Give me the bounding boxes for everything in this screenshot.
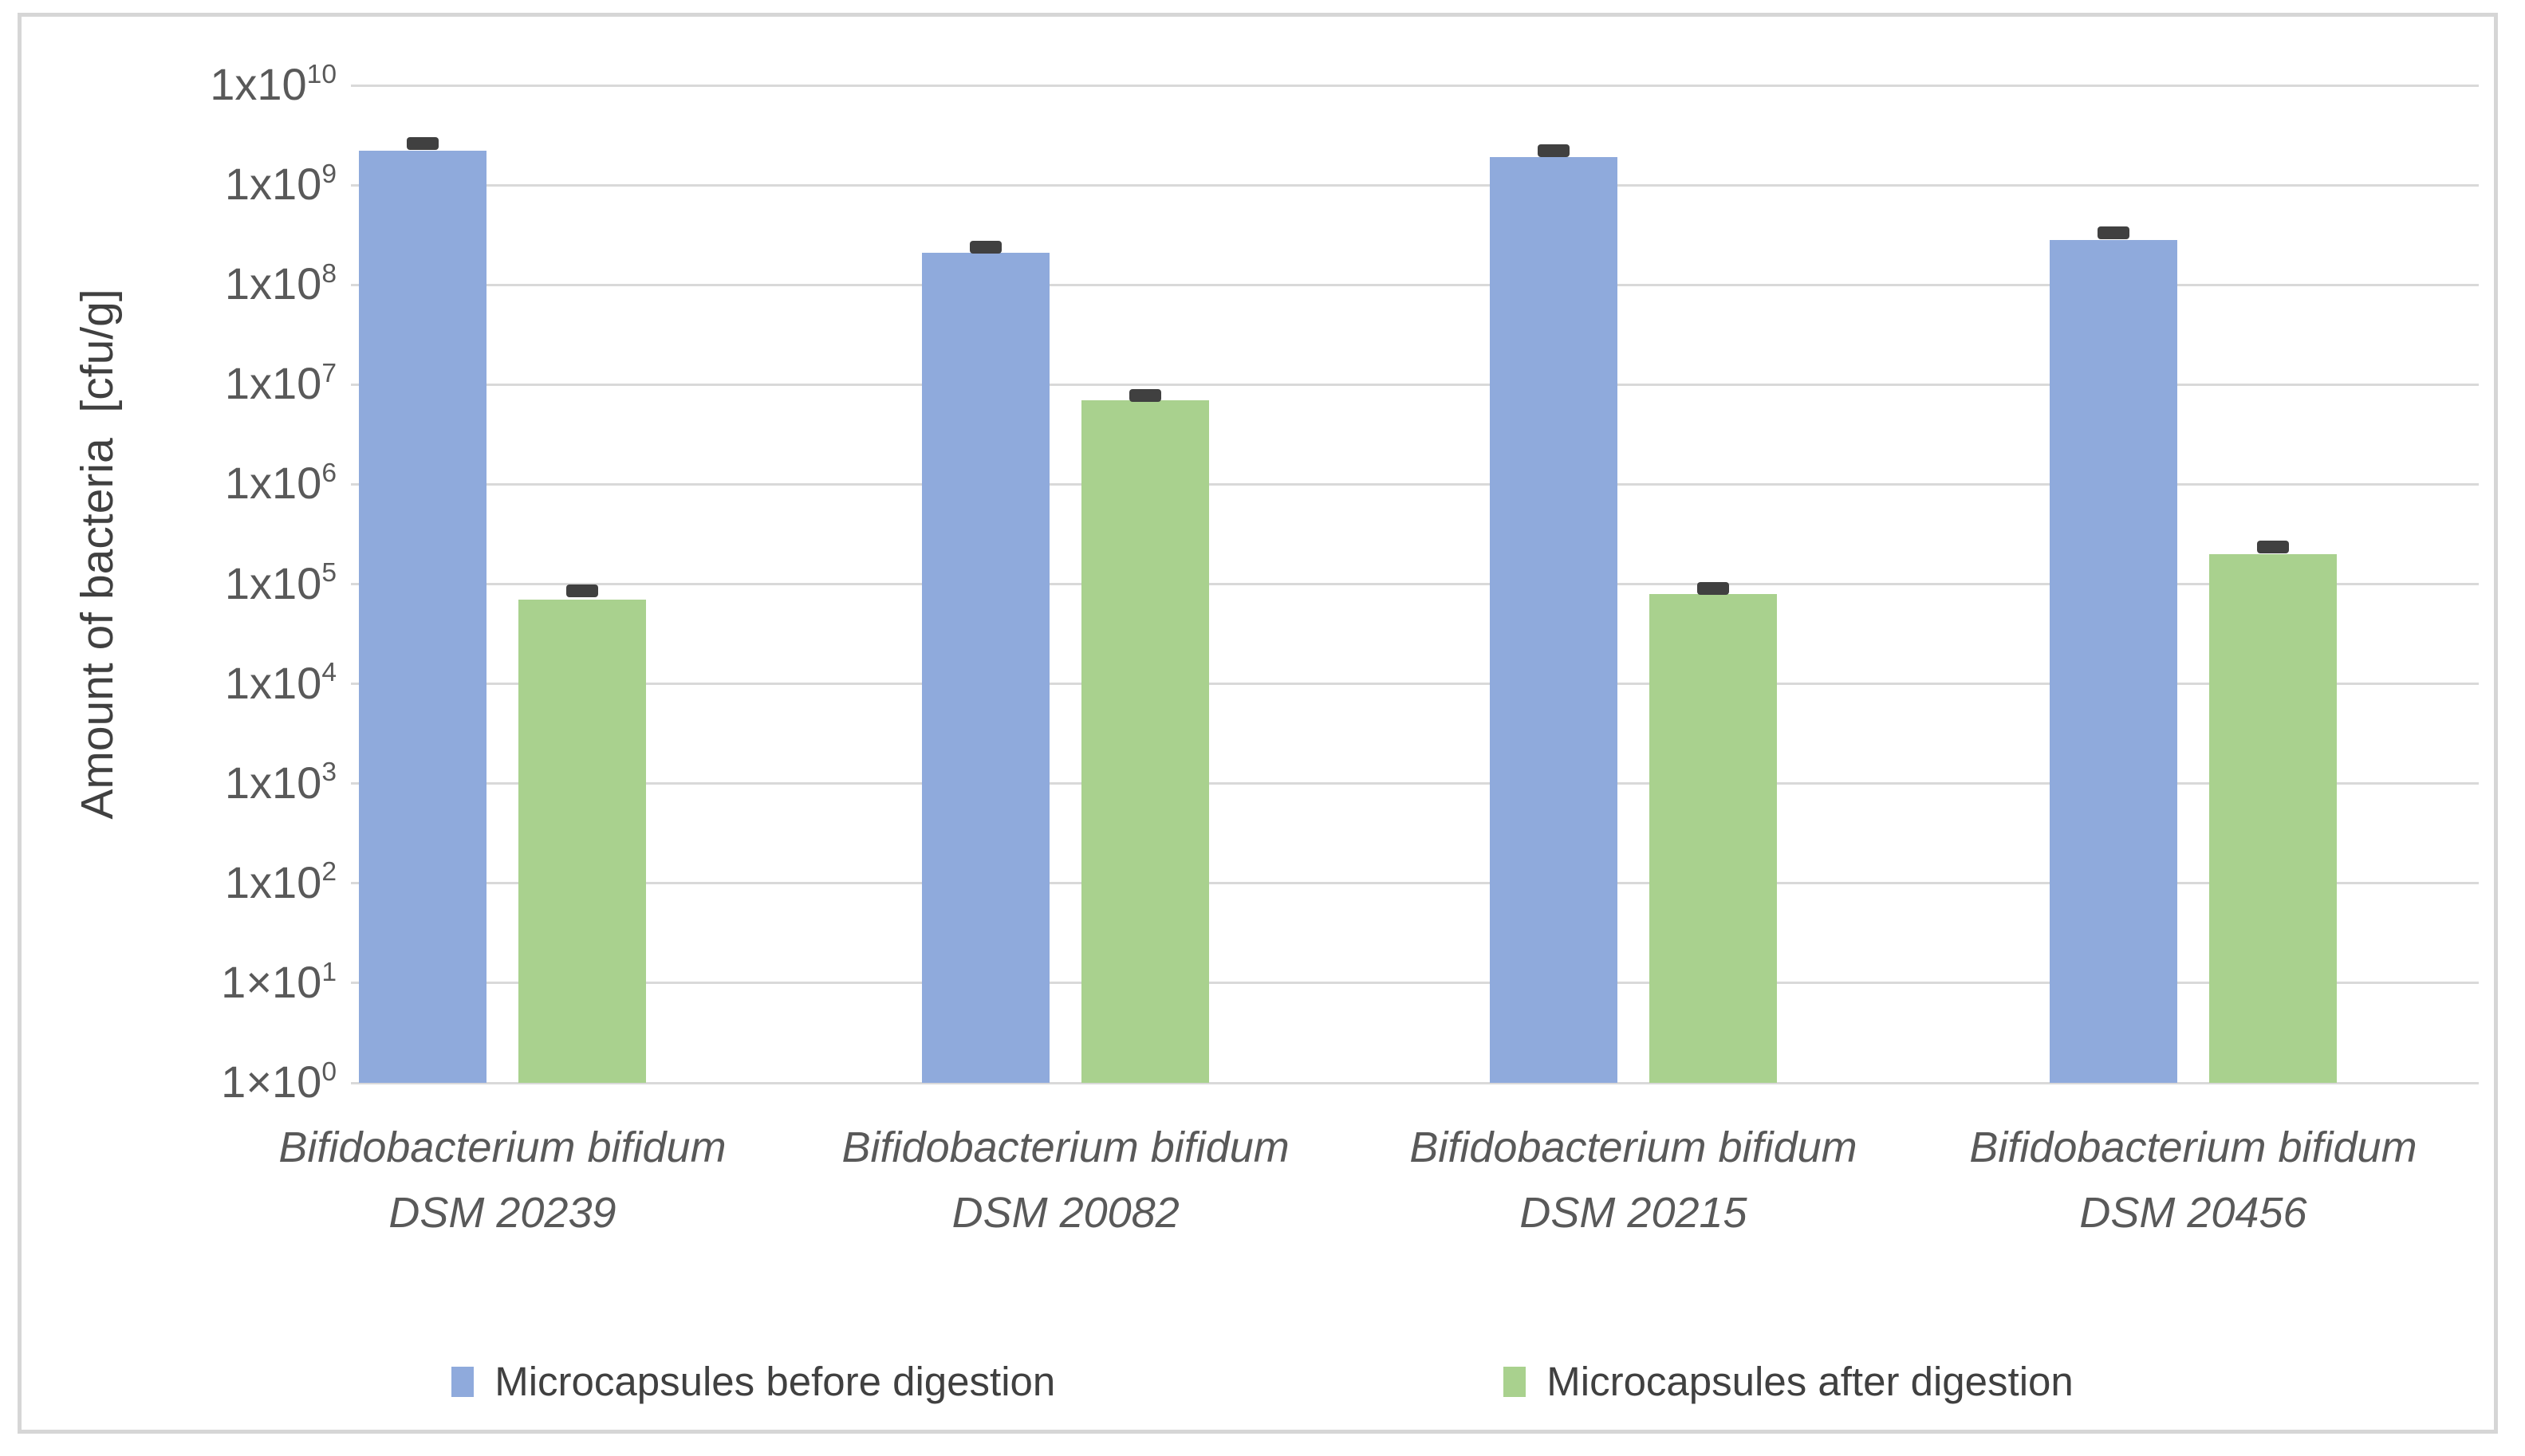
y-tick-label: 1×100 <box>221 1057 337 1108</box>
y-tick-label: 1x108 <box>224 258 337 309</box>
y-tick-label: 1x104 <box>224 657 337 708</box>
y-tick-label: 1x105 <box>224 557 337 608</box>
category-label-line2: DSM 20215 <box>1519 1189 1747 1238</box>
legend: Microcapsules before digestion Microcapsu… <box>0 1358 2525 1405</box>
y-tick-exponent: 3 <box>321 758 337 788</box>
error-bar-cap-before-4 <box>2097 226 2129 240</box>
gridline <box>351 782 2479 785</box>
category-label: Bifidobacterium bifidum DSM 20456 <box>1969 1115 2417 1245</box>
gridline <box>351 583 2479 585</box>
bar-before-4 <box>2049 240 2177 1083</box>
y-tick-exponent: 9 <box>321 159 337 189</box>
error-bar-cap-after-4 <box>2256 541 2289 554</box>
gridline <box>351 982 2479 985</box>
y-tick-exponent: 10 <box>306 59 337 89</box>
gridline <box>351 482 2479 486</box>
category-label: Bifidobacterium bifidum DSM 20239 <box>278 1115 726 1245</box>
y-axis-tick-labels: 1x1010 1x109 1x108 1x107 1x106 1x105 1x104 1x10… <box>0 59 340 1107</box>
y-tick-exponent: 7 <box>321 359 337 389</box>
error-bar-cap-after-2 <box>1129 388 1162 402</box>
gridline <box>351 283 2479 286</box>
y-tick-label: 1×101 <box>221 957 337 1008</box>
category-label-line1: Bifidobacterium bifidum <box>1969 1123 2417 1171</box>
legend-swatch-before <box>451 1366 475 1397</box>
category-label-line1: Bifidobacterium bifidum <box>278 1123 727 1171</box>
gridline <box>351 383 2479 386</box>
y-tick-label: 1x1010 <box>210 59 337 110</box>
y-tick-label: 1x106 <box>224 458 337 509</box>
y-tick-label: 1x102 <box>224 856 337 907</box>
gridline <box>351 683 2479 686</box>
legend-item-after: Microcapsules after digestion <box>1503 1358 2074 1405</box>
category-label-line1: Bifidobacterium bifidum <box>1409 1123 1857 1171</box>
legend-item-before: Microcapsules before digestion <box>451 1358 1055 1405</box>
error-bar-cap-before-2 <box>970 240 1003 254</box>
gridline <box>351 183 2479 187</box>
y-tick-exponent: 5 <box>321 558 337 588</box>
error-bar-cap-after-1 <box>565 584 598 598</box>
category-label-line2: DSM 20456 <box>2079 1189 2307 1238</box>
legend-label-before: Microcapsules before digestion <box>494 1359 1056 1404</box>
y-tick-label: 1x103 <box>224 757 337 808</box>
y-tick-exponent: 4 <box>321 658 337 688</box>
y-tick-exponent: 8 <box>321 259 337 289</box>
category-label-line2: DSM 20239 <box>388 1189 616 1238</box>
y-tick-exponent: 6 <box>321 458 337 489</box>
y-tick-label: 1x107 <box>224 358 337 409</box>
bar-after-1 <box>518 599 646 1083</box>
legend-swatch-after <box>1503 1366 1526 1397</box>
x-axis-category-labels: Bifidobacterium bifidum DSM 20239 Bifidoba… <box>278 1115 2479 1298</box>
error-bar-cap-before-3 <box>1538 144 1570 158</box>
legend-label-after: Microcapsules after digestion <box>1546 1359 2074 1404</box>
category-label: Bifidobacterium bifidum DSM 20082 <box>842 1115 1290 1245</box>
gridline <box>351 84 2479 87</box>
category-label: Bifidobacterium bifidum DSM 20215 <box>1409 1115 1857 1245</box>
gridline <box>351 882 2479 885</box>
bar-after-2 <box>1081 399 1210 1083</box>
error-bar-cap-after-3 <box>1697 582 1729 596</box>
category-label-line2: DSM 20082 <box>951 1189 1180 1238</box>
bar-before-3 <box>1490 157 1617 1083</box>
y-tick-exponent: 0 <box>321 1057 337 1087</box>
error-bar-cap-before-1 <box>406 137 439 151</box>
plot-area <box>351 84 2479 1084</box>
y-tick-label: 1x109 <box>224 159 337 210</box>
bar-before-1 <box>358 151 486 1083</box>
bar-after-3 <box>1649 593 1777 1083</box>
bar-after-4 <box>2208 553 2337 1083</box>
gridline <box>351 1081 2479 1084</box>
y-tick-exponent: 2 <box>321 857 337 887</box>
y-tick-exponent: 1 <box>321 957 337 987</box>
bar-before-2 <box>922 252 1050 1083</box>
category-label-line1: Bifidobacterium bifidum <box>841 1123 1290 1171</box>
